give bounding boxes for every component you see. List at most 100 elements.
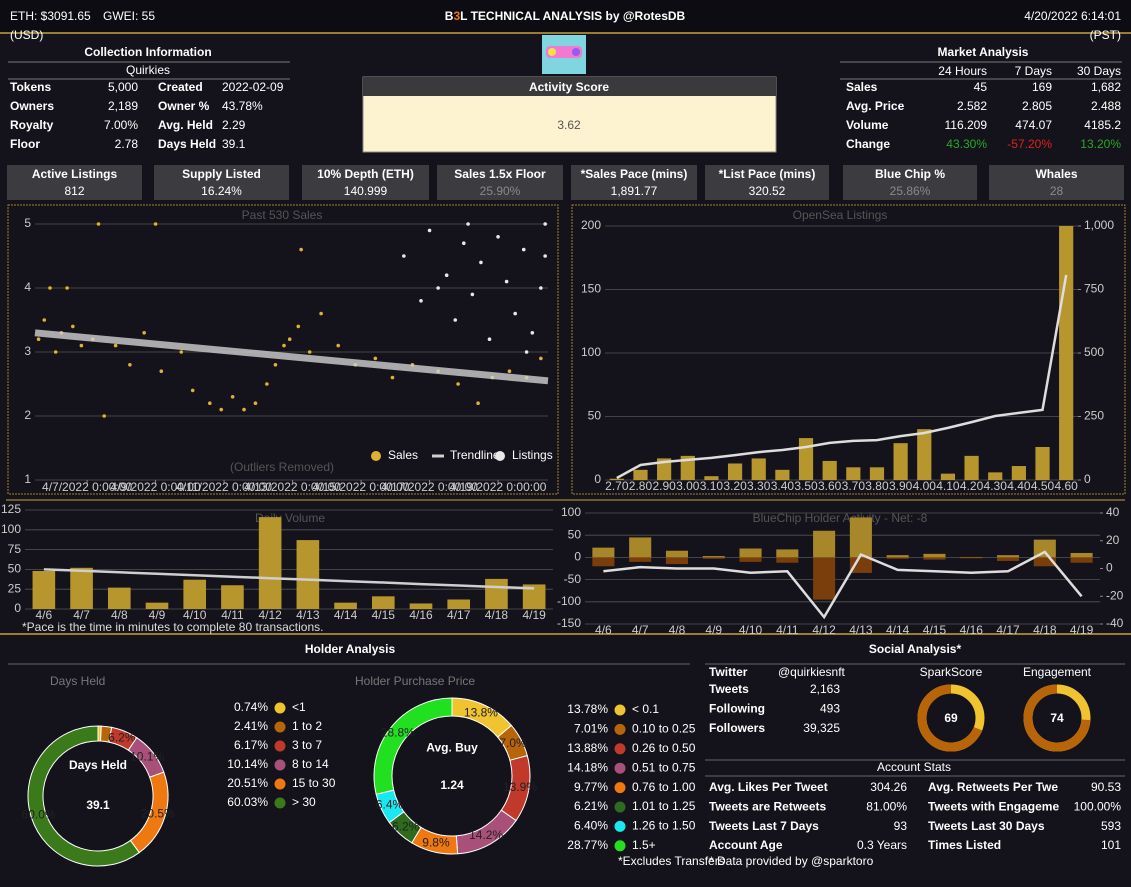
stat-label: Sales 1.5x Floor xyxy=(454,167,546,181)
point xyxy=(71,324,75,329)
bar xyxy=(592,547,615,558)
bar xyxy=(1059,226,1074,480)
x-tick-label: 4/13/2022 0:00:00 xyxy=(244,480,341,494)
bar xyxy=(776,557,799,563)
bar xyxy=(775,469,790,480)
point xyxy=(36,337,41,342)
legend-swatch xyxy=(614,801,626,813)
row-value: 474.07 xyxy=(1015,118,1052,132)
bar xyxy=(145,602,169,609)
point xyxy=(142,331,146,335)
bar xyxy=(846,467,861,480)
slice-label: 13.9% xyxy=(503,780,537,794)
point xyxy=(153,222,158,226)
x-tick-label: 3.50 xyxy=(794,479,818,493)
row-value: 100.00% xyxy=(1074,799,1122,813)
section-title: Market Analysis xyxy=(938,45,1029,59)
x-tick-label: 3.10 xyxy=(700,479,724,493)
legend-label: 1.01 to 1.25 xyxy=(632,799,696,813)
y-tick-label: 100 xyxy=(1,522,21,536)
y-tick-label: -50 xyxy=(564,572,582,586)
x-tick-label: 4/7 xyxy=(73,608,90,622)
point xyxy=(273,363,278,367)
legend-value: 6.40% xyxy=(574,819,608,833)
point xyxy=(307,350,312,354)
x-tick-label: 2.70 xyxy=(605,479,629,493)
point xyxy=(159,369,164,374)
x-tick-label: 4/11/2022 0:00:00 xyxy=(176,480,272,494)
legend-swatch xyxy=(614,762,626,774)
bar xyxy=(813,530,836,558)
x-tick-label: 4/13 xyxy=(849,623,873,637)
legend-swatch xyxy=(274,797,286,809)
x-tick-label: 4/6 xyxy=(36,608,53,622)
bar xyxy=(32,570,56,609)
x-tick-label: 4/8 xyxy=(669,623,686,637)
point xyxy=(470,292,475,297)
legend-swatch xyxy=(495,451,505,461)
bar xyxy=(409,603,433,609)
point xyxy=(436,286,440,290)
bar xyxy=(334,602,357,609)
legend-value: 9.77% xyxy=(574,780,608,794)
stat-box xyxy=(302,165,429,200)
legend-value: 13.78% xyxy=(567,702,608,716)
slice-label: 7.0% xyxy=(499,736,527,750)
bar xyxy=(522,584,546,609)
x-tick-label: 4/19 xyxy=(1070,623,1094,637)
point xyxy=(487,337,492,342)
x-tick-label: 4/8 xyxy=(111,608,128,622)
legend-swatch xyxy=(274,702,286,714)
x-tick-label: 3.20 xyxy=(723,479,747,493)
bar xyxy=(988,472,1003,480)
slice xyxy=(27,725,140,867)
x-tick-label: 4/6 xyxy=(595,623,612,637)
y-tick-label: 25 xyxy=(8,581,22,595)
y-tick-label: 2 xyxy=(24,408,31,422)
y-tick-label: 100 xyxy=(581,345,601,359)
y-tick-label: 50 xyxy=(588,409,602,423)
bar xyxy=(665,557,688,565)
legend-swatch xyxy=(614,840,626,852)
point xyxy=(65,286,69,290)
row-label: Floor xyxy=(10,137,40,151)
point xyxy=(319,311,323,316)
x-tick-label: 4.00 xyxy=(913,479,937,493)
x-tick-label: 3.60 xyxy=(818,479,842,493)
section-title: Social Analysis* xyxy=(869,642,962,656)
slice-label: 28.8% xyxy=(381,725,415,739)
row-label: Tweets are Retweets xyxy=(709,799,826,813)
legend-value: 0.74% xyxy=(234,700,268,714)
bar xyxy=(702,556,725,558)
bar xyxy=(107,587,131,609)
point xyxy=(42,318,47,322)
legend-value: 6.21% xyxy=(574,799,608,813)
bar xyxy=(727,463,743,480)
point xyxy=(373,356,378,361)
bar xyxy=(886,555,909,558)
bar xyxy=(258,517,282,609)
section-title: Holder Analysis xyxy=(305,642,396,656)
x-tick-label: 4/16 xyxy=(960,623,984,637)
point xyxy=(496,235,500,239)
slice xyxy=(373,697,453,795)
gauge-title: SparkScore xyxy=(920,665,983,679)
x-tick-label: 3.70 xyxy=(842,479,866,493)
stat-box xyxy=(705,165,829,200)
section-title: Collection Information xyxy=(84,45,211,59)
row-value: 4185.2 xyxy=(1084,118,1121,132)
gauge-title: Engagement xyxy=(1023,665,1092,679)
bar xyxy=(680,455,695,480)
x-tick-label: 4/15 xyxy=(923,623,947,637)
bar xyxy=(822,460,837,480)
slice-label: 13.8% xyxy=(464,706,498,720)
x-tick-label: 4/7 xyxy=(632,623,649,637)
row-value: 39.1 xyxy=(222,137,246,151)
row-value: 43.30% xyxy=(946,137,987,151)
bar xyxy=(633,469,648,480)
bar xyxy=(704,476,719,480)
legend-value: 13.88% xyxy=(567,741,608,755)
line xyxy=(603,550,1083,620)
stat-label: Whales xyxy=(1035,167,1077,181)
bar xyxy=(917,429,932,480)
